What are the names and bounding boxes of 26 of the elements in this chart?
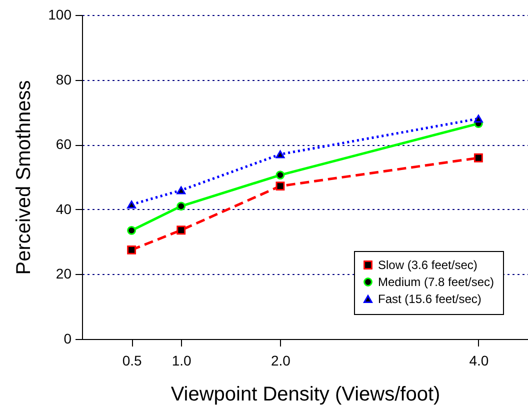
point: [276, 182, 285, 191]
y-tick-label: 0: [64, 330, 72, 346]
point: [176, 202, 186, 211]
y-tick-label: 40: [56, 200, 72, 217]
point: [127, 200, 136, 208]
point: [176, 226, 186, 235]
point: [474, 153, 483, 162]
legend-label: Medium (7.8 feet/sec): [378, 275, 494, 289]
point: [127, 245, 136, 254]
point: [474, 114, 483, 123]
point: [176, 186, 186, 194]
legend-label: Fast (15.6 feet/sec): [378, 292, 482, 306]
x-axis-title: Viewpoint Density (Views/foot): [170, 384, 440, 406]
y-tick-label: 100: [48, 6, 72, 22]
point: [276, 150, 285, 158]
point: [276, 170, 285, 180]
x-tick-label: 1.0: [172, 352, 192, 368]
y-tick-label: 60: [56, 136, 72, 152]
y-tick-label: 80: [56, 71, 72, 88]
x-tick-label: 4.0: [469, 352, 489, 368]
x-tick-label: 0.5: [122, 352, 142, 368]
legend-label: Slow (3.6 feet/sec): [378, 258, 478, 272]
x-tick-label: 2.0: [270, 352, 291, 368]
point: [127, 226, 136, 235]
y-tick-label: 20: [56, 266, 72, 282]
y-axis-title: Perceived Smothness: [13, 80, 36, 275]
